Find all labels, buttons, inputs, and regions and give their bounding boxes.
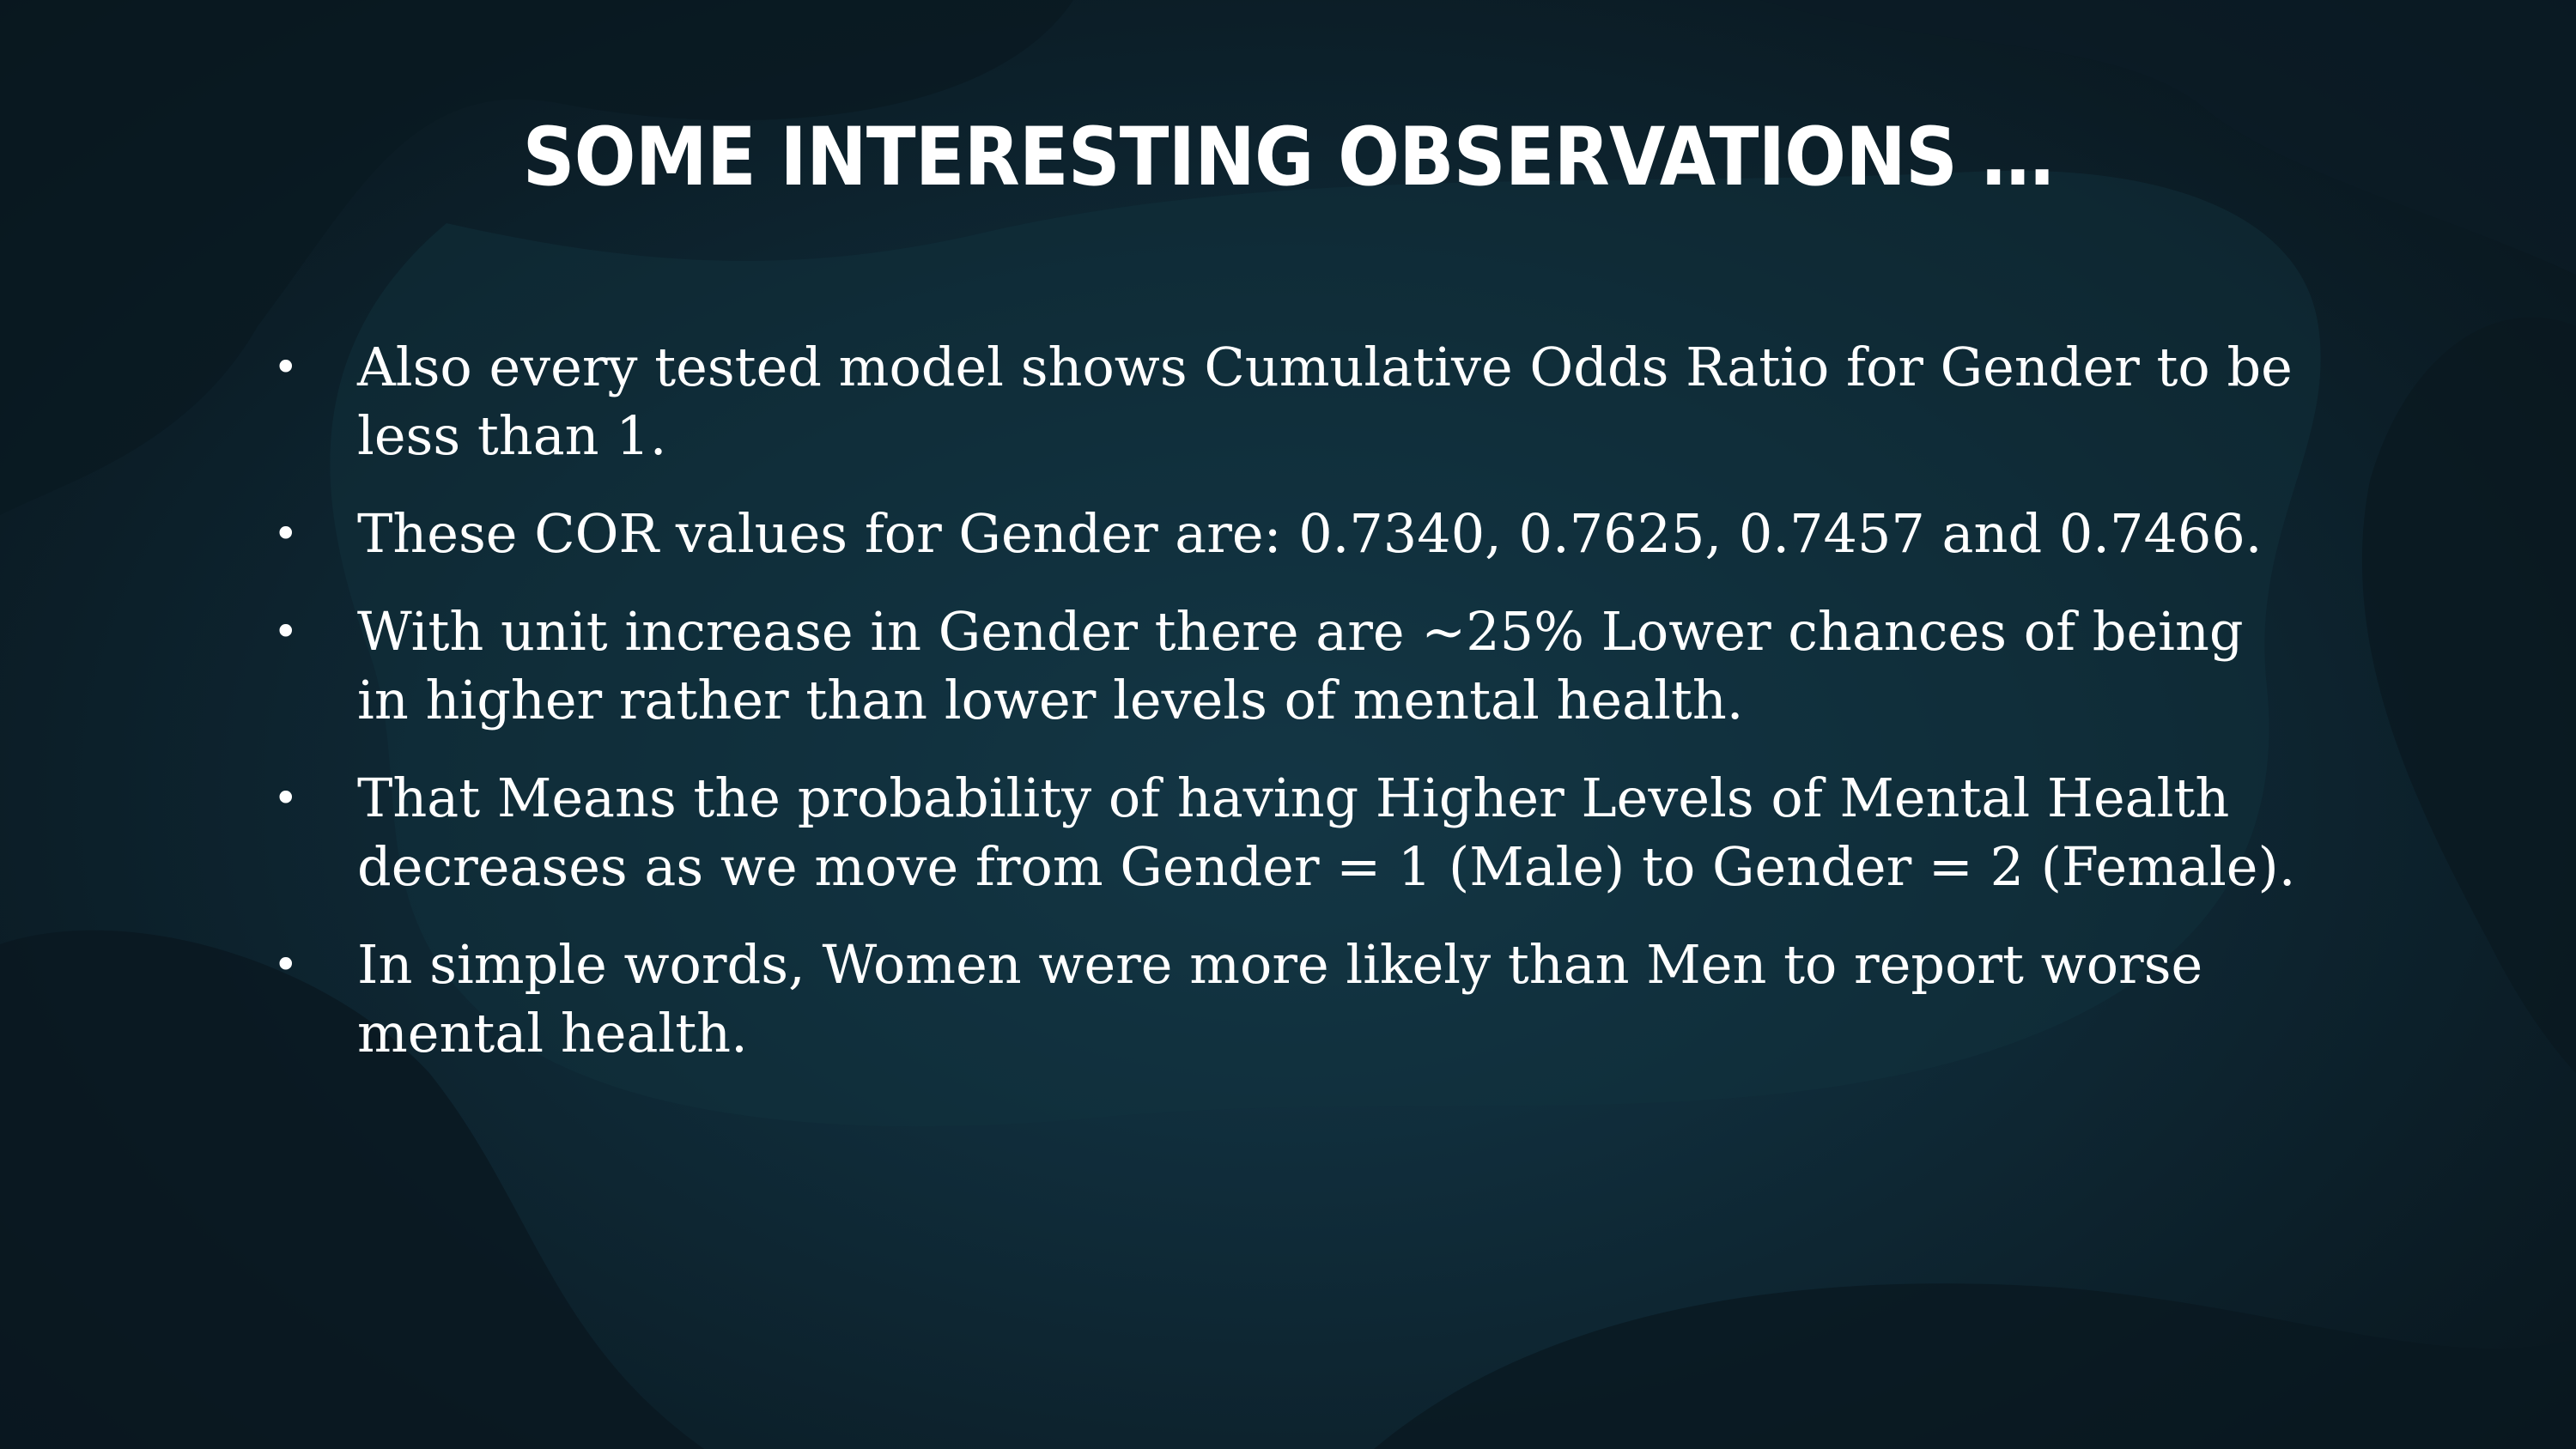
- bullet-text: That Means the probability of having Hig…: [357, 767, 2296, 898]
- bullet-dot-icon: •: [273, 773, 299, 823]
- bullet-item: • That Means the probability of having H…: [258, 764, 2301, 901]
- background-blob-right: [2361, 317, 2576, 1073]
- bullet-text: With unit increase in Gender there are ~…: [357, 600, 2244, 731]
- bullet-text: Also every tested model shows Cumulative…: [357, 336, 2293, 467]
- bullet-dot-icon: •: [273, 940, 299, 990]
- bullet-item: • Also every tested model shows Cumulati…: [258, 333, 2301, 470]
- bullet-text: These COR values for Gender are: 0.7340,…: [357, 502, 2263, 565]
- slide-title: SOME INTERESTING OBSERVATIONS …: [522, 111, 2055, 204]
- bullet-dot-icon: •: [273, 509, 299, 559]
- bullet-dot-icon: •: [273, 343, 299, 392]
- bullet-item: • These COR values for Gender are: 0.734…: [258, 500, 2301, 568]
- background-blob-top-right: [1760, 0, 2576, 275]
- bullet-dot-icon: •: [273, 607, 299, 657]
- bullet-list: • Also every tested model shows Cumulati…: [258, 333, 2301, 1097]
- bullet-item: • With unit increase in Gender there are…: [258, 597, 2301, 735]
- background-blob-center: [330, 170, 2321, 1127]
- bullet-text: In simple words, Women were more likely …: [357, 933, 2203, 1064]
- background-blob-bottom-right: [1374, 1283, 2576, 1449]
- bullet-item: • In simple words, Women were more likel…: [258, 931, 2301, 1068]
- background-blob-top-left: [0, 0, 1073, 515]
- background-blob-bottom-left: [0, 930, 704, 1449]
